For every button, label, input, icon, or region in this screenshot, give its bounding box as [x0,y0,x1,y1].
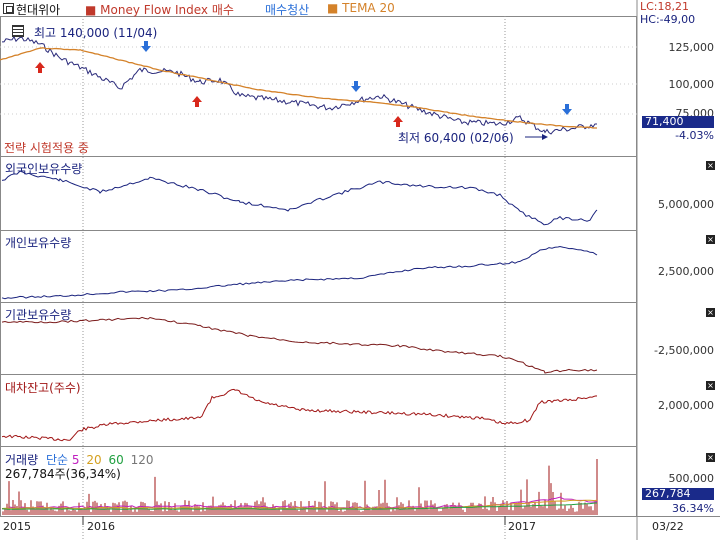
tema-legend[interactable]: ■ TEMA 20 [327,1,395,15]
ma-prefix: 단순 [45,453,69,467]
close-panel-icon[interactable]: × [706,308,715,317]
lc-readout: LC:18,21 [640,0,690,13]
ma-5: 5 [71,453,80,467]
ma20-line [1,499,598,510]
individual-tick: 2,500,000 [658,265,714,278]
strategy-status: 전략 시험적용 중 [4,141,89,155]
ma-60: 60 [108,453,124,467]
sell-signal-arrow [141,41,151,52]
foreign-tick: 5,000,000 [658,198,714,211]
lending-tick: 2,000,000 [658,399,714,412]
volume-title[interactable]: 거래량 단순 5 20 60 120 [5,451,153,468]
tema-label: TEMA 20 [342,1,395,15]
ma-20: 20 [86,453,102,467]
ma60-line [1,502,598,510]
mfi-buy-legend[interactable]: ■ Money Flow Index 매수 [85,1,234,18]
close-panel-icon[interactable]: × [706,453,715,462]
panel-frame [0,230,637,303]
hc-readout: HC:-49,00 [640,13,696,26]
panel-frame [0,302,637,375]
volume-tick: 500,000 [668,472,715,485]
last-price-box: 71,400 [642,116,714,128]
x-label-2016: 2016 [87,520,115,533]
lending-line [1,388,598,442]
ma5-line [2,496,598,510]
individual-holdings-title[interactable]: 개인보유수량 [5,236,72,250]
foreign-holdings-title[interactable]: 외국인보유수량 [5,162,83,176]
chart-type-icon[interactable] [3,3,14,14]
lending-balance-title[interactable]: 대차잔고(주수) [5,381,81,395]
buy-signal-arrow [35,62,45,73]
change-percent: -4.03% [675,129,714,142]
mfi-exit-legend[interactable]: 매수청산 [265,3,310,17]
buy-signal-arrow [192,96,202,107]
close-panel-icon[interactable]: × [706,161,715,170]
last-volume-box: 267,784 [642,488,714,500]
individual-line [1,245,598,300]
volume-summary: 267,784주(36,34%) [5,467,121,481]
high-marker-icon [12,25,24,37]
price-tick-125000: 125,000 [668,41,715,54]
low-pointer-head [542,134,548,140]
x-label-2017: 2017 [508,520,536,533]
institution-tick: -2,500,000 [654,344,714,357]
institution-line [1,316,598,374]
sell-signal-arrow [562,104,572,115]
low-price-label: 최저 60,400 (02/06) [398,131,514,145]
institution-holdings-title[interactable]: 기관보유수량 [5,308,72,322]
close-panel-icon[interactable]: × [706,235,715,244]
mfi-label: Money Flow Index 매수 [100,3,234,17]
x-label-date: 03/22 [652,520,684,533]
legend-marker: ■ [85,3,101,17]
panel-frame [0,156,637,231]
stock-name[interactable]: 현대위아 [16,3,61,17]
high-price-label: 최고 140,000 (11/04) [34,26,158,40]
close-panel-icon[interactable]: × [706,381,715,390]
sell-signal-arrow [351,81,361,92]
volume-percent: 36.34% [672,502,714,515]
price-line [2,35,597,135]
price-tick-100000: 100,000 [668,78,715,91]
ma-120: 120 [130,453,154,467]
buy-signal-arrow [393,116,403,127]
x-label-2015: 2015 [3,520,31,533]
tema-line [0,47,597,129]
legend-marker: ■ [327,1,343,15]
foreign-line [1,170,598,226]
volume-label: 거래량 [5,453,39,467]
